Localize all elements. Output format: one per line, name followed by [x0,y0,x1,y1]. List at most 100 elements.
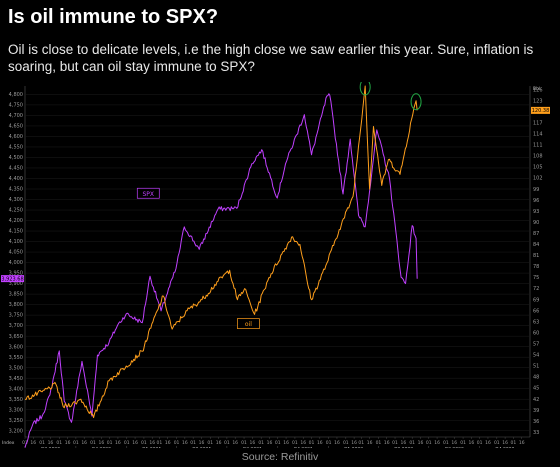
right-tick-label: 51 [533,364,539,370]
spx-last-value: 3,923.68 [1,276,23,282]
right-tick-label: 117 [533,120,543,126]
x-tick-label: 01 [309,440,315,446]
x-tick-label: 01 [22,440,28,446]
x-tick-label: 16 [317,440,323,446]
right-tick-label: 90 [533,220,539,226]
left-tick-label: 4,650 [9,124,23,130]
x-tick-label: 16 [334,440,340,446]
right-tick-label: 81 [533,253,539,259]
x-tick-label: 16 [434,440,440,446]
right-tick-label: 54 [533,353,539,359]
x-tick-label: 01 [39,440,45,446]
x-tick-label: 16 [48,440,54,446]
left-tick-label: 3,850 [9,292,23,298]
right-tick-label: 99 [533,187,539,193]
right-tick-label: 123 [533,98,543,104]
x-tick-label: 01 [90,440,96,446]
x-tick-label: 01 [358,440,364,446]
x-tick-label: 01 [426,440,432,446]
left-tick-label: 4,350 [9,187,23,193]
x-tick-label: 16 [30,440,36,446]
x-tick-label: 01 [241,440,247,446]
left-tick-label: 4,100 [9,239,23,245]
right-tick-label: 84 [533,242,539,248]
right-axis-ticks: 33 36 39 42 45 48 51 54 57 60 63 66 69 72 75 78 81 84 87 90… [533,86,543,436]
left-tick-label: 4,000 [9,260,23,266]
x-tick-label: 01 [56,440,62,446]
quarter-label: Q2 2021 [192,447,211,449]
x-tick-label: 16 [283,440,289,446]
right-tick-label: 93 [533,209,539,215]
highlight-circle [359,82,371,96]
quarter-label: Q1 2021 [142,447,161,449]
x-tick-label: 16 [469,440,475,446]
left-tick-label: 3,950 [9,271,23,277]
left-axis-unit: Index [2,440,15,446]
right-tick-label: 63 [533,319,539,325]
right-tick-label: 48 [533,375,539,381]
x-tick-label: 16 [65,440,71,446]
x-tick-label: 16 [165,440,171,446]
x-tick-label: 01 [292,440,298,446]
x-tick-label: 16 [384,440,390,446]
right-tick-label: 87 [533,231,539,237]
x-tick-label: 01 [477,440,483,446]
x-tick-label: 16 [199,440,205,446]
x-tick-label: 16 [451,440,457,446]
right-tick-label: 69 [533,297,539,303]
quarter-label: Q3 2021 [243,447,262,449]
left-tick-label: 3,750 [9,313,23,319]
x-tick-label: 16 [232,440,238,446]
x-tick-label: 16 [182,440,188,446]
right-tick-label: 105 [533,165,543,171]
x-tick-label: 16 [351,440,357,446]
left-tick-label: 4,300 [9,197,23,203]
left-tick-label: 4,150 [9,229,23,235]
left-tick-label: 4,250 [9,208,23,214]
source-credit: Source: Refinitiv [241,451,319,463]
right-tick-label: 36 [533,419,539,425]
highlight-circle [410,93,422,111]
right-tick-label: 42 [533,397,539,403]
right-tick-label: 60 [533,330,539,336]
left-tick-label: 3,400 [9,386,23,392]
series-line-oil [24,85,418,419]
left-tick-label: 4,800 [9,92,23,98]
x-tick-label: 01 [141,440,147,446]
x-tick-label: 01 [343,440,349,446]
left-tick-label: 4,700 [9,113,23,119]
x-axis-ticks: 01 16 01 16 01 16 01 16 01 16 01 16 01 16 01 16 01 16 01 16… [22,437,525,448]
quarter-label: Q3 2022 [445,447,464,449]
left-tick-label: 4,550 [9,145,23,151]
quarter-label: Q1 2022 [344,447,363,449]
right-axis-unit: Bbl [533,86,540,92]
left-tick-label: 3,250 [9,418,23,424]
spx-last-badge [1,275,24,283]
x-tick-label: 01 [511,440,517,446]
left-tick-label: 4,200 [9,218,23,224]
x-tick-label: 16 [81,440,87,446]
series-label-SPX: SPX [143,191,155,198]
right-tick-label: 96 [533,198,539,204]
left-tick-label: 4,050 [9,250,23,256]
x-tick-label: 01 [190,440,196,446]
x-tick-label: 16 [216,440,222,446]
right-tick-label: 45 [533,386,539,392]
x-tick-label: 16 [519,440,525,446]
x-tick-label: 16 [115,440,121,446]
series-lines [24,85,418,448]
right-tick-label: 78 [533,264,539,270]
x-tick-label: 01 [494,440,500,446]
left-tick-label: 4,750 [9,103,23,109]
x-tick-label: 16 [502,440,508,446]
page-subtitle: Oil is close to delicate levels, i.e the… [8,42,534,74]
series-label-oil: oil [245,321,252,328]
left-tick-label: 3,350 [9,397,23,403]
x-tick-label: 01 [157,440,163,446]
x-tick-label: 01 [258,440,264,446]
left-axis-ticks: 3,200 3,250 3,300 3,350 3,400 3,450 3,500 3,550… [2,92,23,446]
x-tick-label: 01 [275,440,281,446]
quarter-label: Q3 2020 [41,447,60,449]
x-tick-label: 01 [376,440,382,446]
chart-grid [24,86,531,438]
